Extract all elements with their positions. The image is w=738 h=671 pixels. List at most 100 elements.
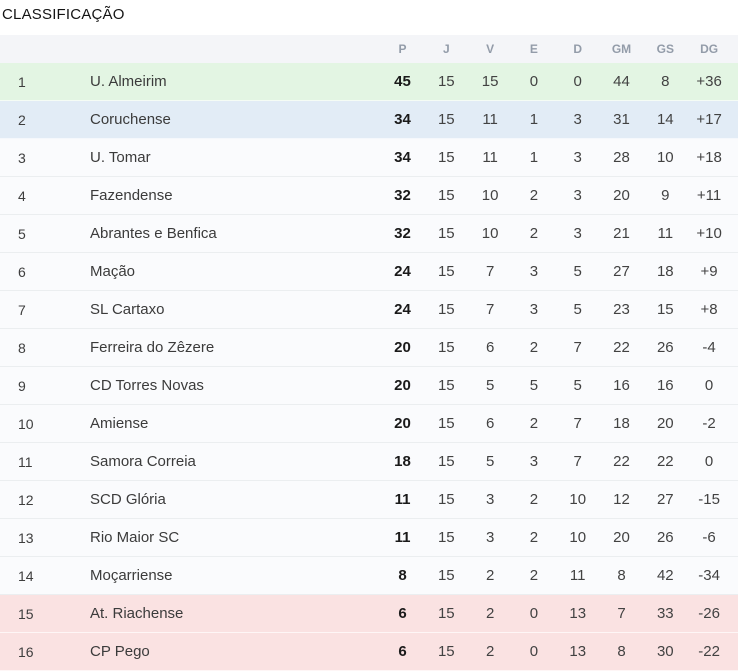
table-row: 3 U. Tomar 34 15 11 1 3 28 10 +18	[0, 139, 738, 177]
stat-gm: 18	[613, 415, 630, 432]
stat-p: 24	[394, 263, 411, 280]
stat-e: 2	[529, 225, 539, 242]
stat-v: 15	[481, 73, 499, 90]
stat-j: 15	[437, 263, 455, 280]
stat-p: 24	[394, 301, 411, 318]
table-body: 1 U. Almeirim 45 15 15 0 0 44 8 +36 2 Coruchense 34 1…	[0, 63, 738, 671]
position-cell: 2	[18, 111, 26, 128]
position-cell: 7	[18, 301, 26, 318]
table-row: 11 Samora Correia 18 15 5 3 7 22 22 0	[0, 443, 738, 481]
stat-d: 0	[573, 73, 582, 90]
stat-d: 3	[573, 111, 582, 128]
position-cell: 13	[18, 529, 34, 546]
stat-gs: 27	[656, 491, 674, 508]
stat-p: 11	[394, 491, 411, 508]
team-name: CD Torres Novas	[90, 377, 204, 394]
table-row: 9 CD Torres Novas 20 15 5 5 5 16 16 0	[0, 367, 738, 405]
stat-gm: 22	[613, 453, 630, 470]
stat-gm: 31	[613, 111, 630, 128]
stat-dg: -2	[702, 415, 716, 432]
table-row: 12 SCD Glória 11 15 3 2 10 12 27 -15	[0, 481, 738, 519]
table-row: 5 Abrantes e Benfica 32 15 10 2 3 21 11 +10	[0, 215, 738, 253]
column-header-v: V	[486, 42, 495, 56]
stat-gm: 8	[617, 567, 626, 584]
stat-v: 5	[485, 453, 495, 470]
team-name: Rio Maior SC	[90, 529, 180, 546]
column-header-j: J	[442, 42, 450, 56]
stat-v: 2	[485, 567, 495, 584]
stat-j: 15	[437, 377, 455, 394]
stat-gm: 28	[613, 149, 630, 166]
stat-e: 0	[529, 605, 539, 622]
stat-gs: 26	[656, 529, 674, 546]
team-name: Samora Correia	[90, 453, 196, 470]
stat-dg: +11	[696, 187, 722, 204]
stat-j: 15	[437, 301, 455, 318]
stat-d: 3	[573, 225, 582, 242]
stat-v: 5	[485, 377, 495, 394]
stat-j: 15	[437, 339, 455, 356]
team-name: U. Tomar	[90, 149, 151, 166]
team-name: Coruchense	[90, 111, 171, 128]
stat-j: 15	[437, 73, 455, 90]
stat-v: 3	[485, 491, 495, 508]
stat-dg: -34	[698, 567, 720, 584]
stat-gm: 12	[613, 491, 630, 508]
stat-d: 5	[573, 263, 582, 280]
stat-dg: +17	[696, 111, 722, 128]
stat-dg: 0	[704, 377, 714, 394]
stat-e: 2	[529, 339, 539, 356]
table-row: 10 Amiense 20 15 6 2 7 18 20 -2	[0, 405, 738, 443]
stat-j: 15	[437, 529, 455, 546]
stat-dg: -26	[698, 605, 720, 622]
stat-dg: -15	[698, 491, 720, 508]
stat-gs: 22	[656, 453, 674, 470]
stat-v: 10	[481, 225, 499, 242]
stat-gm: 20	[613, 187, 630, 204]
team-name: SL Cartaxo	[90, 301, 165, 318]
column-header-p: P	[398, 42, 407, 56]
stat-gs: 11	[657, 225, 674, 242]
stat-p: 34	[394, 149, 411, 166]
stat-d: 11	[569, 567, 586, 584]
position-cell: 12	[18, 491, 34, 508]
stat-gs: 14	[656, 111, 674, 128]
stat-d: 3	[573, 187, 582, 204]
table-row: 14 Moçarriense 8 15 2 2 11 8 42 -34	[0, 557, 738, 595]
stat-v: 7	[485, 301, 495, 318]
team-name: CP Pego	[90, 643, 150, 660]
stat-dg: -22	[698, 643, 720, 660]
position-cell: 15	[18, 605, 34, 622]
stat-gm: 27	[613, 263, 630, 280]
position-cell: 16	[18, 643, 34, 660]
stat-p: 32	[394, 225, 411, 242]
stat-d: 5	[573, 301, 582, 318]
position-cell: 4	[18, 187, 26, 204]
stat-p: 20	[394, 339, 411, 356]
stat-gs: 33	[656, 605, 674, 622]
stat-gs: 8	[661, 73, 670, 90]
stat-p: 8	[398, 567, 407, 584]
stat-e: 1	[529, 111, 539, 128]
table-row: 16 CP Pego 6 15 2 0 13 8 30 -22	[0, 633, 738, 671]
stat-dg: +8	[700, 301, 718, 318]
column-header-gm: GM	[611, 42, 632, 56]
stat-d: 7	[573, 339, 582, 356]
page-title: CLASSIFICAÇÃO	[2, 6, 125, 23]
team-name: Ferreira do Zêzere	[90, 339, 215, 356]
stat-e: 2	[529, 529, 539, 546]
stat-gm: 23	[613, 301, 630, 318]
stat-j: 15	[437, 415, 455, 432]
stat-v: 11	[482, 149, 498, 166]
table-row: 8 Ferreira do Zêzere 20 15 6 2 7 22 26 -4	[0, 329, 738, 367]
stat-e: 2	[529, 491, 539, 508]
table-header: P J V E D GM GS DG	[0, 35, 738, 63]
stat-v: 11	[482, 111, 498, 128]
table-row: 2 Coruchense 34 15 11 1 3 31 14 +17	[0, 101, 738, 139]
stat-p: 18	[394, 453, 411, 470]
stat-v: 3	[485, 529, 495, 546]
stat-e: 2	[529, 187, 539, 204]
stat-j: 15	[437, 187, 455, 204]
team-name: Abrantes e Benfica	[90, 225, 217, 242]
stat-p: 6	[398, 605, 407, 622]
